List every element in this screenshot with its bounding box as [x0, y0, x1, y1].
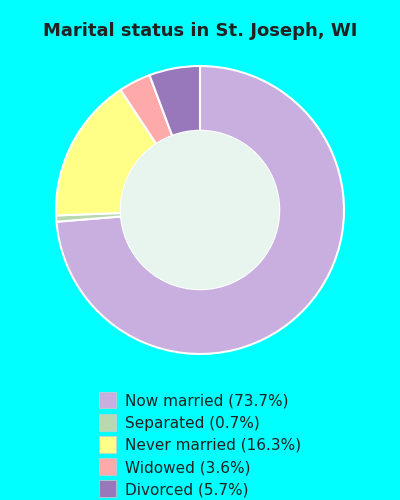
Legend: Now married (73.7%), Separated (0.7%), Never married (16.3%), Widowed (3.6%), Di: Now married (73.7%), Separated (0.7%), N… — [99, 393, 301, 497]
Wedge shape — [56, 90, 156, 216]
Wedge shape — [56, 213, 121, 222]
Wedge shape — [120, 75, 172, 144]
Text: Marital status in St. Joseph, WI: Marital status in St. Joseph, WI — [43, 22, 357, 40]
Wedge shape — [56, 66, 344, 354]
Circle shape — [121, 131, 279, 289]
Wedge shape — [150, 66, 200, 136]
